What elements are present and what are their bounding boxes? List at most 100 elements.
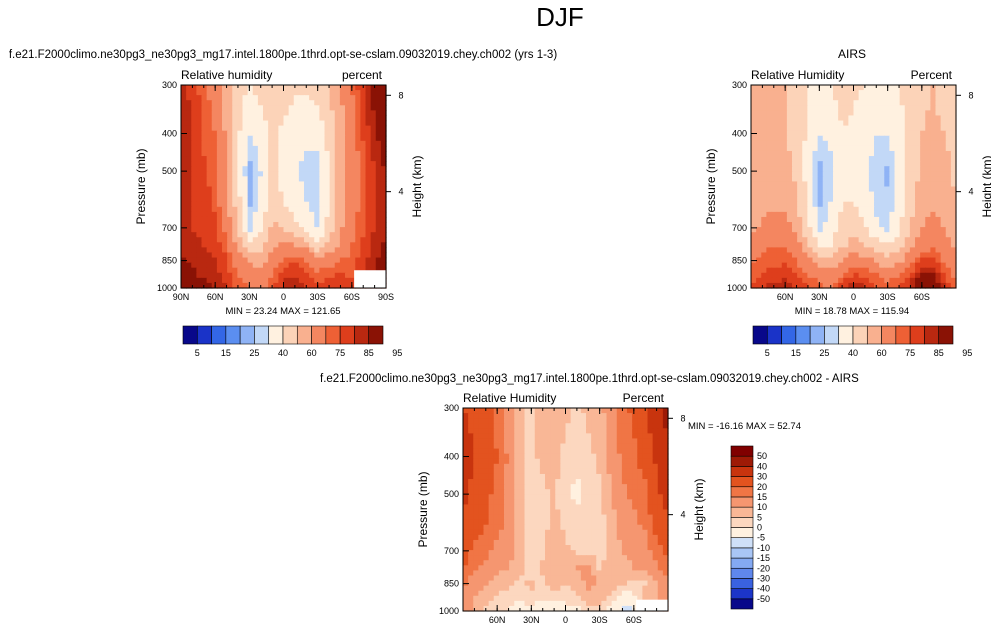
heatmap-cell bbox=[925, 282, 931, 289]
heatmap-cell bbox=[345, 115, 351, 122]
heatmap-cell bbox=[483, 575, 490, 582]
heatmap-cell bbox=[529, 433, 536, 440]
heatmap-cell bbox=[853, 252, 860, 259]
heatmap-cell bbox=[201, 262, 208, 269]
heatmap-cell bbox=[350, 120, 356, 127]
heatmap-cell bbox=[216, 267, 223, 274]
heatmap-cells-model bbox=[181, 85, 387, 289]
heatmap-cell bbox=[309, 150, 315, 157]
heatmap-cell bbox=[288, 206, 295, 213]
heatmap-cell bbox=[545, 585, 551, 592]
heatmap-cell bbox=[314, 176, 320, 183]
heatmap-cell bbox=[827, 272, 834, 279]
heatmap-cell bbox=[776, 262, 783, 269]
heatmap-cell bbox=[478, 423, 485, 429]
heatmap-cell bbox=[339, 206, 346, 213]
heatmap-cell bbox=[211, 135, 218, 142]
heatmap-cell bbox=[853, 196, 860, 203]
heatmap-cell bbox=[874, 120, 880, 127]
heatmap-cell bbox=[560, 575, 567, 582]
heatmap-cell bbox=[509, 514, 515, 521]
heatmap-cell bbox=[555, 408, 561, 414]
heatmap-cell bbox=[380, 247, 387, 254]
heatmap-cell bbox=[802, 201, 808, 208]
heatmap-cell bbox=[945, 135, 952, 142]
heatmap-cell bbox=[339, 277, 346, 284]
heatmap-cell bbox=[874, 277, 880, 284]
heatmap-cell bbox=[222, 115, 228, 122]
heatmap-cell bbox=[611, 514, 618, 521]
heatmap-cell bbox=[263, 252, 269, 259]
heatmap-cell bbox=[334, 237, 341, 243]
heatmap-cell bbox=[360, 201, 367, 208]
heatmap-cell bbox=[761, 95, 767, 101]
heatmap-cell bbox=[879, 242, 885, 248]
heatmap-cell bbox=[611, 463, 618, 470]
heatmap-cell bbox=[899, 140, 906, 147]
heatmap-cell bbox=[509, 448, 515, 455]
heatmap-cell bbox=[504, 570, 510, 577]
heatmap-cell bbox=[909, 150, 916, 157]
heatmap-cell bbox=[304, 272, 310, 279]
heatmap-cell bbox=[339, 222, 346, 228]
heatmap-cell bbox=[278, 145, 285, 152]
heatmap-cell bbox=[380, 90, 387, 96]
heatmap-cell bbox=[838, 267, 844, 274]
heatmap-cell bbox=[201, 211, 208, 218]
heatmap-cell bbox=[642, 545, 649, 551]
heatmap-cell bbox=[370, 95, 377, 101]
heatmap-cell bbox=[786, 130, 793, 137]
heatmap-cell bbox=[565, 539, 572, 546]
heatmap-cell bbox=[242, 262, 249, 269]
heatmap-cell bbox=[657, 484, 664, 490]
heatmap-cell bbox=[586, 555, 592, 561]
heatmap-cell bbox=[375, 216, 382, 223]
heatmap-cell bbox=[309, 222, 315, 228]
heatmap-cell bbox=[555, 560, 561, 566]
heatmap-cell bbox=[884, 181, 890, 188]
heatmap-cell bbox=[339, 115, 346, 122]
heatmap-cell bbox=[309, 161, 315, 167]
heatmap-cell bbox=[216, 125, 223, 132]
heatmap-cell bbox=[524, 570, 531, 577]
heatmap-cell bbox=[802, 232, 808, 238]
heatmap-cell bbox=[493, 595, 500, 602]
heatmap-cell bbox=[216, 272, 223, 279]
heatmap-cell bbox=[853, 227, 860, 233]
heatmap-cell bbox=[257, 257, 264, 264]
heatmap-cell bbox=[463, 443, 469, 450]
heatmap-cell bbox=[509, 463, 515, 470]
heatmap-cell bbox=[555, 494, 561, 500]
heatmap-cell bbox=[565, 514, 572, 521]
heatmap-cell bbox=[206, 100, 213, 106]
heatmap-cell bbox=[268, 105, 274, 111]
heatmap-cell bbox=[252, 110, 259, 117]
heatmap-cell bbox=[360, 216, 367, 223]
heatmap-cell bbox=[632, 473, 638, 480]
heatmap-cell bbox=[483, 605, 490, 612]
heatmap-cell bbox=[509, 484, 515, 490]
heatmap-cell bbox=[478, 489, 485, 495]
heatmap-cell bbox=[473, 514, 479, 521]
heatmap-cell bbox=[181, 145, 187, 152]
heatmap-cell bbox=[843, 267, 849, 274]
heatmap-cell bbox=[380, 166, 387, 172]
heatmap-cell bbox=[370, 135, 377, 142]
heatmap-cell bbox=[657, 463, 664, 470]
heatmap-cell bbox=[329, 282, 336, 289]
heatmap-cell bbox=[257, 267, 264, 274]
heatmap-cell bbox=[257, 125, 264, 132]
heatmap-cell bbox=[304, 206, 310, 213]
heatmap-cell bbox=[766, 247, 773, 254]
heatmap-cell bbox=[586, 524, 592, 531]
heatmap-cell bbox=[504, 473, 510, 480]
heatmap-cell bbox=[211, 277, 218, 284]
heatmap-cell bbox=[899, 252, 906, 259]
heatmap-cell bbox=[283, 242, 290, 248]
heatmap-cell bbox=[319, 242, 326, 248]
heatmap-cell bbox=[365, 191, 372, 198]
heatmap-cell bbox=[827, 100, 834, 106]
heatmap-cell bbox=[304, 277, 310, 284]
heatmap-cell bbox=[889, 125, 896, 132]
heatmap-cell bbox=[463, 468, 469, 475]
